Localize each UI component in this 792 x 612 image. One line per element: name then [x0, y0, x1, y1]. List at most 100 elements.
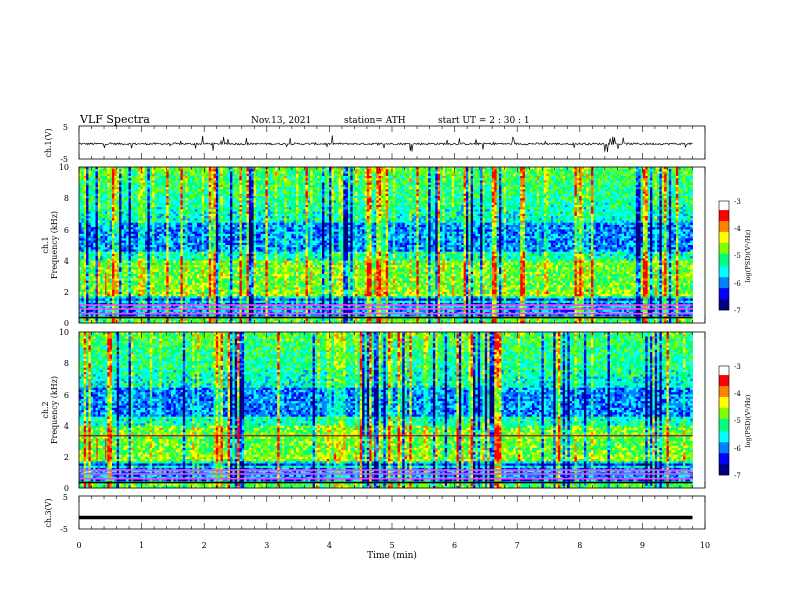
spectrogram-cell [93, 231, 96, 235]
spectrogram-cell [130, 260, 134, 264]
spectrogram-cell [171, 233, 174, 237]
spectrogram-cell [159, 258, 162, 261]
spectrogram-cell [137, 213, 141, 217]
spectrogram-cell [147, 204, 151, 208]
spectrogram-cell [97, 280, 101, 284]
spectrogram-cell [154, 216, 158, 219]
spectrogram-cell [81, 253, 85, 257]
spectrogram-cell [121, 211, 125, 215]
spectrogram-cell [93, 187, 96, 190]
spectrogram-cell [142, 314, 146, 317]
spectrogram-cell [83, 287, 87, 290]
spectrogram-cell [116, 285, 120, 288]
spectrogram-cell [119, 207, 122, 210]
spectrogram-cell [128, 276, 132, 279]
spectrogram-cell [97, 229, 101, 233]
spectrogram-cell [156, 209, 160, 212]
spectrogram-cell [88, 245, 92, 248]
spectrogram-cell [156, 276, 160, 279]
spectrogram-cell [166, 173, 170, 177]
spectrogram-cell [93, 242, 96, 246]
spectrogram-cell [145, 262, 148, 266]
spectrogram-cell [79, 276, 82, 279]
spectrogram-cell [130, 191, 134, 195]
spectrogram-cell [116, 220, 120, 224]
spectrogram-cell [81, 276, 85, 279]
spectrogram-cell [149, 282, 153, 286]
spectrogram-cell [93, 207, 96, 210]
spectrogram-cell [130, 320, 134, 324]
spectrogram-cell [135, 269, 139, 273]
spectrogram-cell [166, 247, 170, 250]
spectrogram-cell [102, 289, 106, 293]
spectrogram-cell [128, 211, 132, 215]
spectrogram-cell [116, 305, 120, 308]
spectrogram-cell [107, 271, 111, 275]
spectrogram-cell [159, 247, 162, 250]
spectrogram-cell [154, 202, 158, 206]
spectrogram-cell [128, 320, 132, 324]
spectrogram-cell [104, 233, 108, 237]
spectrogram-cell [152, 251, 155, 255]
spectrogram-cell [145, 173, 148, 177]
spectrogram-cell [142, 291, 146, 295]
spectrogram-cell [142, 318, 146, 322]
spectrogram-cell [163, 285, 167, 288]
spectrogram-cell [152, 262, 155, 266]
spectrogram-cell [93, 298, 96, 302]
spectrogram-cell [149, 289, 153, 293]
spectrogram-cell [166, 211, 170, 215]
spectrogram-cell [83, 227, 87, 230]
spectrogram-cell [95, 195, 99, 199]
spectrogram-cell [154, 302, 158, 306]
spectrogram-cell [83, 216, 87, 219]
spectrogram-cell [159, 298, 162, 302]
spectrogram-cell [79, 258, 82, 261]
spectrogram-cell [93, 294, 96, 297]
spectrogram-cell [121, 218, 125, 221]
spectrogram-cell [79, 193, 82, 197]
spectrogram-cell [145, 294, 148, 297]
spectrogram-cell [171, 260, 174, 264]
spectrogram-cell [140, 289, 144, 293]
spectrogram-cell [102, 200, 106, 204]
spectrogram-cell [168, 200, 172, 204]
spectrogram-cell [114, 280, 118, 284]
spectrogram-cell [81, 305, 85, 308]
spectrogram-cell [156, 240, 160, 244]
spectrogram-cell [116, 271, 120, 275]
spectrogram-cell [126, 189, 129, 192]
spectrogram-cell [116, 173, 120, 177]
spectrogram-cell [163, 216, 167, 219]
spectrogram-cell [168, 267, 172, 270]
spectrogram-cell [149, 300, 153, 304]
spectrogram-cell [130, 167, 134, 170]
spectrogram-cell [159, 178, 162, 181]
spectrogram-cell [137, 318, 141, 322]
spectrogram-cell [79, 207, 82, 210]
spectrogram-cell [88, 260, 92, 264]
spectrogram-cell [168, 202, 172, 206]
spectrogram-cell [135, 300, 139, 304]
spectrogram-cell [79, 282, 82, 286]
spectrogram-cell [145, 193, 148, 197]
spectrogram-cell [149, 271, 153, 275]
spectrogram-cell [152, 298, 155, 302]
spectrogram-cell [156, 180, 160, 183]
spectrogram-cell [107, 184, 111, 188]
spectrogram-cell [79, 195, 82, 199]
spectrogram-cell [161, 175, 165, 179]
spectrogram-cell [88, 222, 92, 226]
spectrogram-cell [86, 305, 89, 308]
spectrogram-cell [152, 247, 155, 250]
spectrogram-cell [95, 242, 99, 246]
spectrogram-cell [156, 218, 160, 221]
spectrogram-cell [145, 213, 148, 217]
spectrogram-cell [123, 204, 127, 208]
spectrogram-cell [107, 238, 111, 241]
spectrogram-cell [104, 267, 108, 270]
spectrogram-cell [93, 289, 96, 293]
spectrogram-cell [97, 302, 101, 306]
spectrogram-cell [107, 216, 111, 219]
spectrogram-cell [83, 171, 87, 175]
